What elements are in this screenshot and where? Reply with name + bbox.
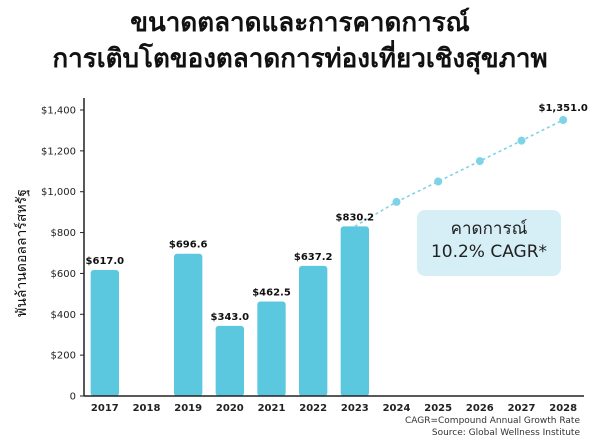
bar bbox=[257, 301, 286, 396]
x-tick-label: 2022 bbox=[299, 403, 327, 414]
x-axis-ticks: 2017 2018 2019 2020 2021 2022 2023 2024 2025 2026… bbox=[91, 403, 577, 414]
x-tick-label: 2027 bbox=[508, 403, 536, 414]
bar bbox=[174, 253, 203, 396]
x-tick-label: 2017 bbox=[91, 403, 119, 414]
source-footnote: Source: Global Wellness Institute bbox=[431, 428, 580, 438]
y-tick-label: $200 bbox=[51, 351, 76, 362]
cagr-footnote: CAGR=Compound Annual Growth Rate bbox=[404, 416, 580, 426]
x-tick-label: 2020 bbox=[216, 403, 244, 414]
forecast-point bbox=[392, 197, 401, 206]
y-tick-label: $400 bbox=[51, 310, 76, 321]
forecast-point bbox=[517, 136, 526, 145]
bar bbox=[90, 269, 119, 396]
x-tick-label: 2018 bbox=[133, 403, 161, 414]
y-tick-label: $1,200 bbox=[41, 146, 76, 157]
bar-value-label: $830.2 bbox=[336, 212, 375, 223]
y-tick-label: $1,400 bbox=[41, 106, 76, 117]
y-tick-label: $800 bbox=[51, 228, 76, 239]
data-labels: $617.0 $696.6 $343.0 $462.5 $637.2 $830.2 $1,3… bbox=[86, 103, 588, 323]
bars bbox=[90, 226, 369, 396]
bar-value-label: $696.6 bbox=[169, 240, 208, 251]
forecast-point bbox=[559, 116, 568, 125]
forecast-cagr: 10.2% CAGR* bbox=[430, 242, 548, 262]
chart-title-line-2: การเติบโตของตลาดการท่องเที่ยวเชิงสุขภาพ bbox=[52, 44, 548, 74]
forecast-title: คาดการณ์ bbox=[450, 219, 528, 239]
y-tick-label: $600 bbox=[51, 269, 76, 280]
bar bbox=[340, 226, 369, 396]
forecast-callout: คาดการณ์ 10.2% CAGR* bbox=[417, 210, 561, 276]
bar-value-label: $617.0 bbox=[86, 256, 125, 267]
x-tick-label: 2023 bbox=[341, 403, 369, 414]
y-tick-label: $1,000 bbox=[41, 187, 76, 198]
bar bbox=[299, 265, 328, 396]
bar-value-label: $462.5 bbox=[252, 288, 291, 299]
bar-value-label: $637.2 bbox=[294, 252, 333, 263]
bar bbox=[215, 325, 244, 396]
x-tick-label: 2024 bbox=[383, 403, 411, 414]
y-axis-label: พันล้านดอลลาร์สหรัฐ bbox=[13, 189, 30, 317]
forecast-line bbox=[354, 116, 568, 228]
y-axis-ticks: 0 $200 $400 $600 $800 $1,000 $1,200 $1,400 bbox=[41, 106, 84, 403]
chart-title-line-1: ขนาดตลาดและการคาดการณ์ bbox=[130, 8, 470, 38]
x-tick-label: 2025 bbox=[424, 403, 452, 414]
x-tick-label: 2028 bbox=[549, 403, 577, 414]
y-tick-label: 0 bbox=[70, 392, 76, 403]
x-tick-label: 2026 bbox=[466, 403, 494, 414]
forecast-point bbox=[434, 177, 443, 186]
x-tick-label: 2019 bbox=[174, 403, 202, 414]
x-tick-label: 2021 bbox=[258, 403, 286, 414]
forecast-point bbox=[475, 157, 484, 166]
forecast-value-label: $1,351.0 bbox=[538, 103, 587, 114]
bar-value-label: $343.0 bbox=[211, 312, 250, 323]
